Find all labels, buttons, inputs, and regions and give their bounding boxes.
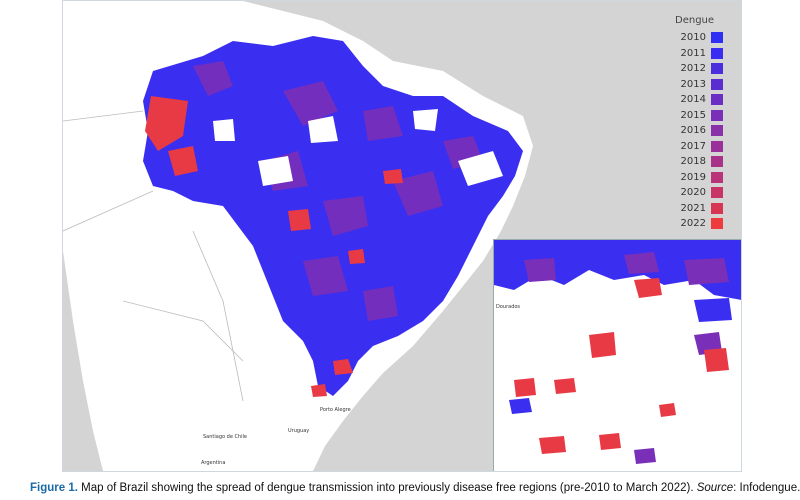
legend-item-2018: 2018 (663, 154, 723, 170)
dengue-red-patches (145, 96, 403, 397)
legend-swatch (711, 125, 723, 137)
legend-item-2011: 2011 (663, 46, 723, 62)
legend-swatch (711, 47, 723, 59)
legend-swatch (711, 156, 723, 168)
legend-item-2017: 2017 (663, 139, 723, 155)
legend-item-2010: 2010 (663, 30, 723, 46)
legend-year-label: 2015 (680, 109, 706, 121)
inset-blue-patches (509, 298, 732, 414)
legend-year-label: 2020 (680, 187, 706, 199)
legend-swatch (711, 171, 723, 183)
legend-item-2012: 2012 (663, 61, 723, 77)
legend-swatch (711, 78, 723, 90)
legend-item-2016: 2016 (663, 123, 723, 139)
legend-item-2013: 2013 (663, 77, 723, 93)
legend-item-2014: 2014 (663, 92, 723, 108)
country-borders (63, 110, 244, 402)
map-legend: Dengue 2010 2011 2012 2013 2014 2015 2016 2017 2… (663, 15, 723, 232)
inset-map: Dourados (493, 239, 741, 471)
legend-year-label: 2010 (680, 32, 706, 44)
legend-title: Dengue (675, 15, 715, 26)
legend-year-label: 2021 (680, 202, 706, 214)
legend-item-2021: 2021 (663, 201, 723, 217)
legend-item-2019: 2019 (663, 170, 723, 186)
legend-swatch (711, 187, 723, 199)
legend-year-label: 2013 (680, 78, 706, 90)
caption-source-text: : Infodengue. (733, 482, 800, 494)
caption-source-label: Source (696, 482, 734, 494)
map-figure: Santiago de Chile Uruguay Argentina Port… (62, 0, 742, 472)
uruguay-label: Uruguay (288, 428, 309, 434)
inset-canvas: Dourados (494, 240, 741, 471)
inset-red-patches (514, 278, 729, 454)
legend-item-2020: 2020 (663, 185, 723, 201)
legend-item-2015: 2015 (663, 108, 723, 124)
santiago-label: Santiago de Chile (203, 434, 247, 440)
legend-year-label: 2018 (680, 156, 706, 168)
legend-swatch (711, 32, 723, 44)
dengue-purple-patches (193, 61, 483, 321)
legend-year-label: 2016 (680, 125, 706, 137)
map-canvas: Santiago de Chile Uruguay Argentina Port… (63, 1, 741, 471)
legend-year-label: 2022 (680, 218, 706, 230)
legend-swatch (711, 140, 723, 152)
legend-swatch (711, 218, 723, 230)
inset-blue-top (494, 240, 741, 300)
caption-text: Map of Brazil showing the spread of deng… (77, 482, 697, 494)
legend-swatch (711, 63, 723, 75)
porto-alegre-label: Porto Alegre (320, 407, 351, 413)
caption-figure-label: Figure 1. (30, 482, 78, 494)
legend-swatch (711, 109, 723, 121)
legend-swatch (711, 94, 723, 106)
legend-item-2022: 2022 (663, 216, 723, 232)
legend-year-label: 2011 (680, 47, 706, 59)
legend-swatch (711, 202, 723, 214)
figure-caption: Figure 1. Map of Brazil showing the spre… (30, 482, 800, 494)
legend-year-label: 2014 (680, 94, 706, 106)
legend-year-label: 2017 (680, 140, 706, 152)
legend-year-label: 2019 (680, 171, 706, 183)
legend-rows: 2010 2011 2012 2013 2014 2015 2016 2017 2018 2019… (663, 30, 723, 232)
legend-year-label: 2012 (680, 63, 706, 75)
inset-city-label: Dourados (496, 304, 520, 310)
argentina-label: Argentina (201, 460, 225, 466)
no-data-areas (213, 109, 503, 186)
